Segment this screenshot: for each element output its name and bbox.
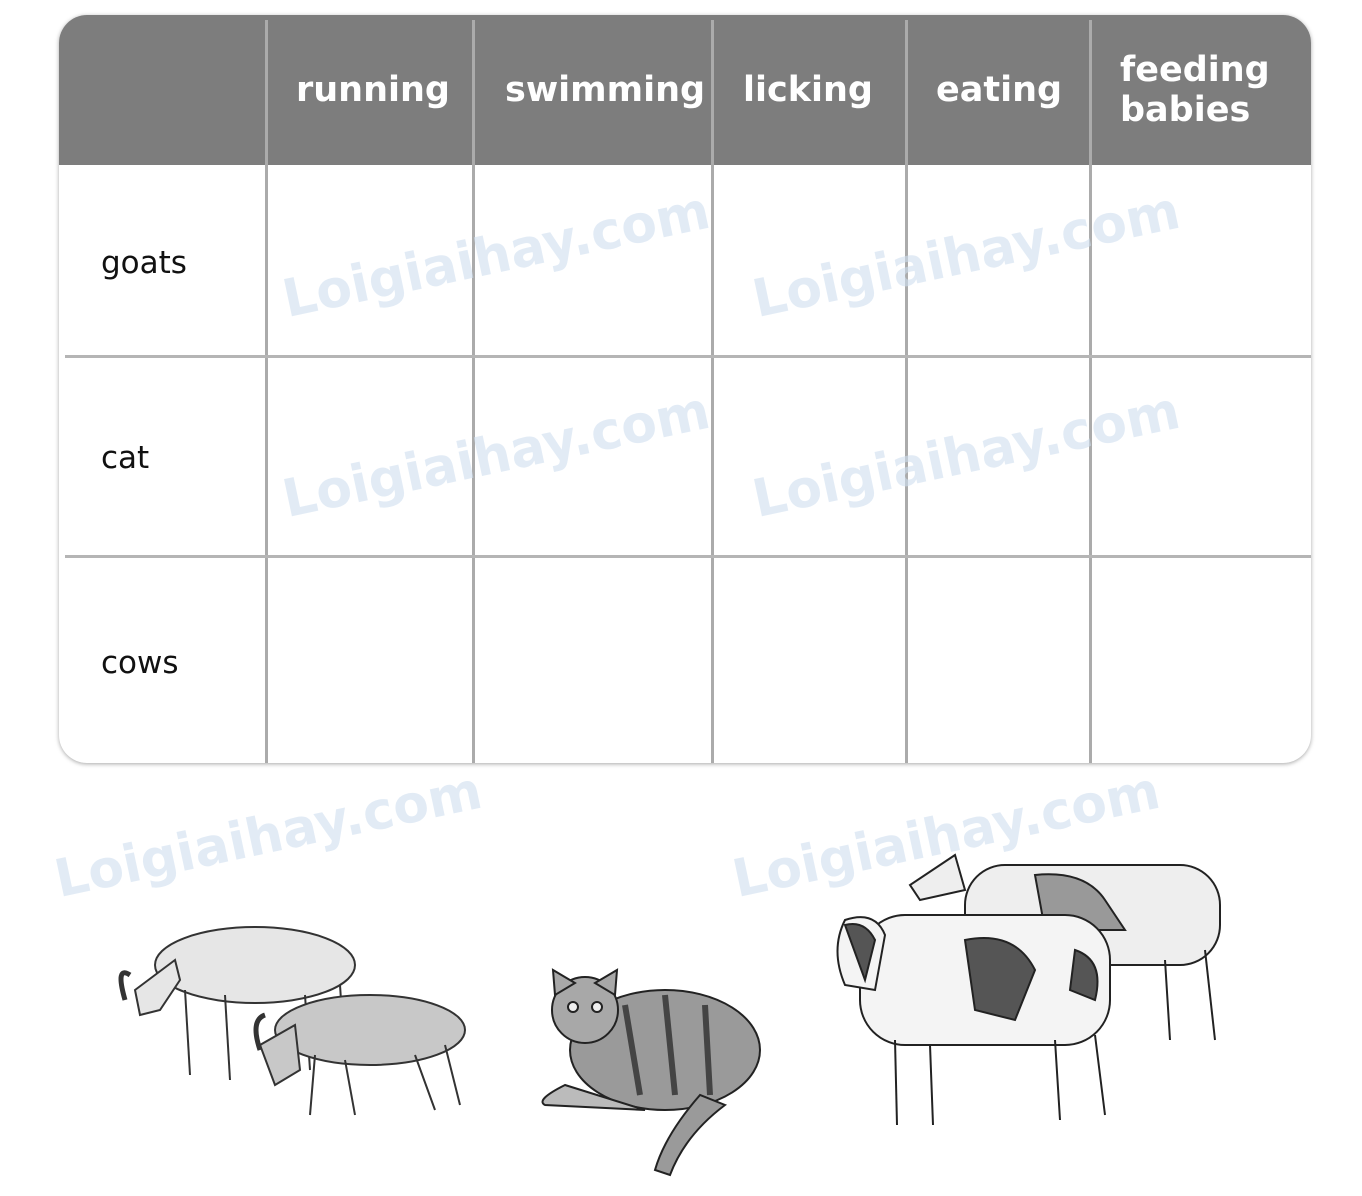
activity-table: running swimming licking eating feeding … <box>59 15 1311 763</box>
row-label-cows: cows <box>101 645 179 681</box>
column-header-eating: eating <box>936 70 1063 110</box>
row-label-cat: cat <box>101 440 150 476</box>
column-header-feeding-babies: feeding babies <box>1120 50 1270 130</box>
goats-illustration <box>118 926 466 1116</box>
watermark: Loigiaihay.com <box>49 760 488 910</box>
row-divider <box>65 555 1311 558</box>
column-header-swimming: swimming <box>505 70 706 110</box>
cat-illustration <box>541 968 761 1177</box>
column-divider <box>472 20 475 763</box>
column-divider <box>905 20 908 763</box>
row-divider <box>65 355 1311 358</box>
column-header-running: running <box>296 70 450 110</box>
column-divider <box>1089 20 1092 763</box>
column-divider <box>711 20 714 763</box>
column-header-licking: licking <box>743 70 873 110</box>
column-divider <box>265 20 268 763</box>
cows-illustration <box>836 853 1221 1126</box>
row-label-goats: goats <box>101 245 187 281</box>
